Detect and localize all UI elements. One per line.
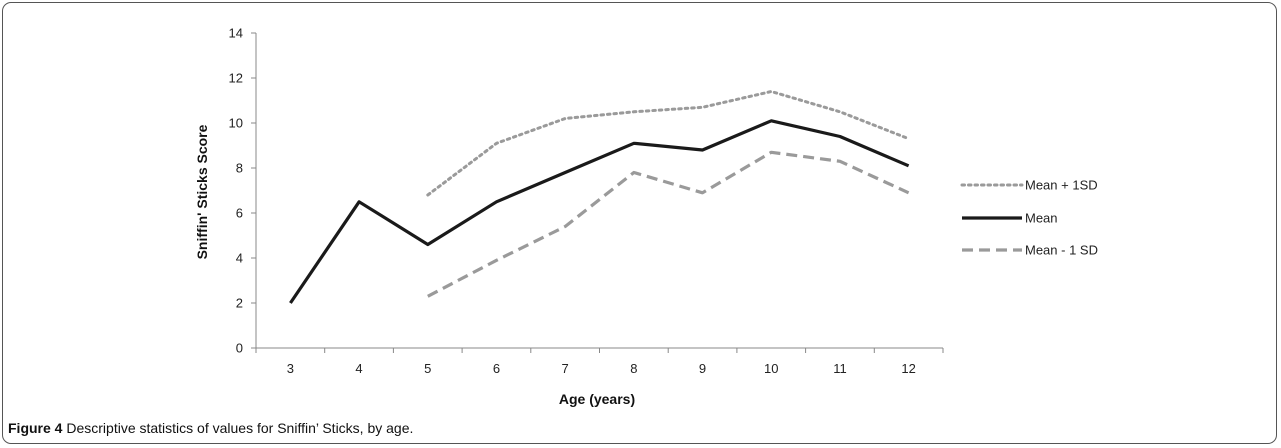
y-tick-label: 8 [236,161,243,176]
series-line-dashed [427,150,910,298]
y-axis-title: Sniffin' Sticks Score [194,124,210,259]
y-axis: 0 2 4 6 8 10 12 14 [229,26,257,356]
x-tick-label: 5 [424,361,431,376]
y-tick-label: 6 [236,206,243,221]
figure-caption-text: Descriptive statistics of values for Sni… [66,420,414,436]
figure-label: Figure 4 [8,420,63,436]
legend-label: Mean - 1 SD [1025,243,1098,258]
series-layer [289,90,911,304]
y-tick-label: 2 [236,296,243,311]
x-axis-title: Age (years) [559,391,635,407]
x-tick-label: 4 [355,361,362,376]
x-axis: 3 4 5 6 7 8 9 10 11 12 [255,347,944,376]
x-tick-label: 11 [833,361,847,376]
y-tick-label: 0 [236,341,243,356]
y-tick-label: 14 [229,26,243,41]
series-line-dotted [426,90,911,197]
series-line-solid [289,119,910,304]
y-tick-label: 10 [229,116,243,131]
legend-label: Mean + 1SD [1025,178,1098,193]
x-tick-label: 7 [562,361,569,376]
legend-label: Mean [1025,211,1058,226]
x-tick-label: 12 [901,361,915,376]
figure-caption: Figure 4 Descriptive statistics of value… [8,420,413,436]
y-tick-label: 12 [229,71,243,86]
x-tick-label: 10 [764,361,778,376]
x-tick-label: 8 [630,361,637,376]
x-tick-label: 9 [699,361,706,376]
y-tick-label: 4 [236,251,243,266]
legend: Mean + 1SD Mean Mean - 1 SD [960,178,1098,258]
x-tick-label: 3 [287,361,294,376]
x-tick-label: 6 [493,361,500,376]
